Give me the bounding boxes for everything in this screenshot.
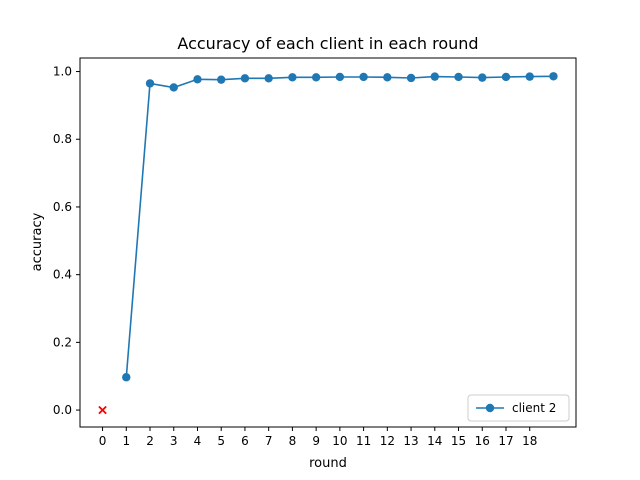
series-point (217, 75, 226, 84)
x-tick-label: 4 (194, 434, 202, 448)
x-tick-label: 13 (403, 434, 418, 448)
x-tick-label: 8 (289, 434, 297, 448)
x-tick-label: 17 (498, 434, 513, 448)
x-tick-label: 3 (170, 434, 178, 448)
series-point (169, 83, 178, 92)
x-tick-label: 5 (217, 434, 225, 448)
series-point (264, 74, 273, 83)
x-tick-label: 15 (451, 434, 466, 448)
y-axis-label: accuracy (30, 212, 45, 271)
y-tick-label: 1.0 (53, 65, 72, 79)
x-tick-label: 14 (427, 434, 442, 448)
x-tick-label: 7 (265, 434, 273, 448)
y-tick-label: 0.4 (53, 268, 72, 282)
x-tick-label: 6 (241, 434, 249, 448)
series-point (311, 73, 321, 82)
series-point (122, 373, 131, 382)
plot-area (79, 57, 577, 428)
x-tick-label: 9 (312, 434, 320, 448)
series-layer (98, 72, 558, 415)
series-point (359, 72, 368, 82)
series-point (478, 73, 487, 82)
legend-marker (485, 403, 495, 413)
x-axis-label: round (309, 456, 347, 471)
legend: client 2 (467, 394, 570, 422)
series-point (430, 72, 439, 81)
x-tick-label: 0 (99, 434, 107, 448)
series-point (145, 79, 155, 88)
x-tick-label: 2 (146, 434, 154, 448)
series-point (454, 72, 463, 82)
series-point (501, 72, 511, 82)
x-tick-label: 16 (475, 434, 490, 448)
legend-label: client 2 (512, 401, 556, 415)
x-marker-stroke (98, 405, 107, 415)
x-tick-label: 10 (332, 434, 347, 448)
legend-box (467, 394, 570, 422)
series-point (549, 72, 558, 81)
y-tick-label: 0.0 (53, 403, 72, 417)
series-point (193, 75, 202, 84)
chart-title: Accuracy of each client in each round (177, 34, 478, 53)
x-tick-label: 18 (522, 434, 537, 448)
series-point (383, 73, 392, 82)
series-point (288, 73, 297, 82)
x-axis-ticks: 0 1 2 3 4 5 6 7 8 9 10 11 12 13 14 15 16 17 18 (99, 427, 537, 448)
series-point (406, 73, 416, 83)
x-tick-label: 11 (356, 434, 371, 448)
series-point (240, 74, 250, 83)
series-point (525, 72, 534, 81)
series-point (335, 72, 345, 82)
y-axis-ticks: 0.0 0.2 0.4 0.6 0.8 1.0 (53, 65, 80, 417)
x-tick-label: 1 (122, 434, 130, 448)
plot-frame (79, 57, 577, 428)
x-tick-label: 12 (380, 434, 395, 448)
x-marker-point (98, 405, 107, 415)
y-tick-label: 0.6 (53, 200, 72, 214)
y-tick-label: 0.2 (53, 335, 72, 349)
y-tick-label: 0.8 (53, 132, 72, 146)
